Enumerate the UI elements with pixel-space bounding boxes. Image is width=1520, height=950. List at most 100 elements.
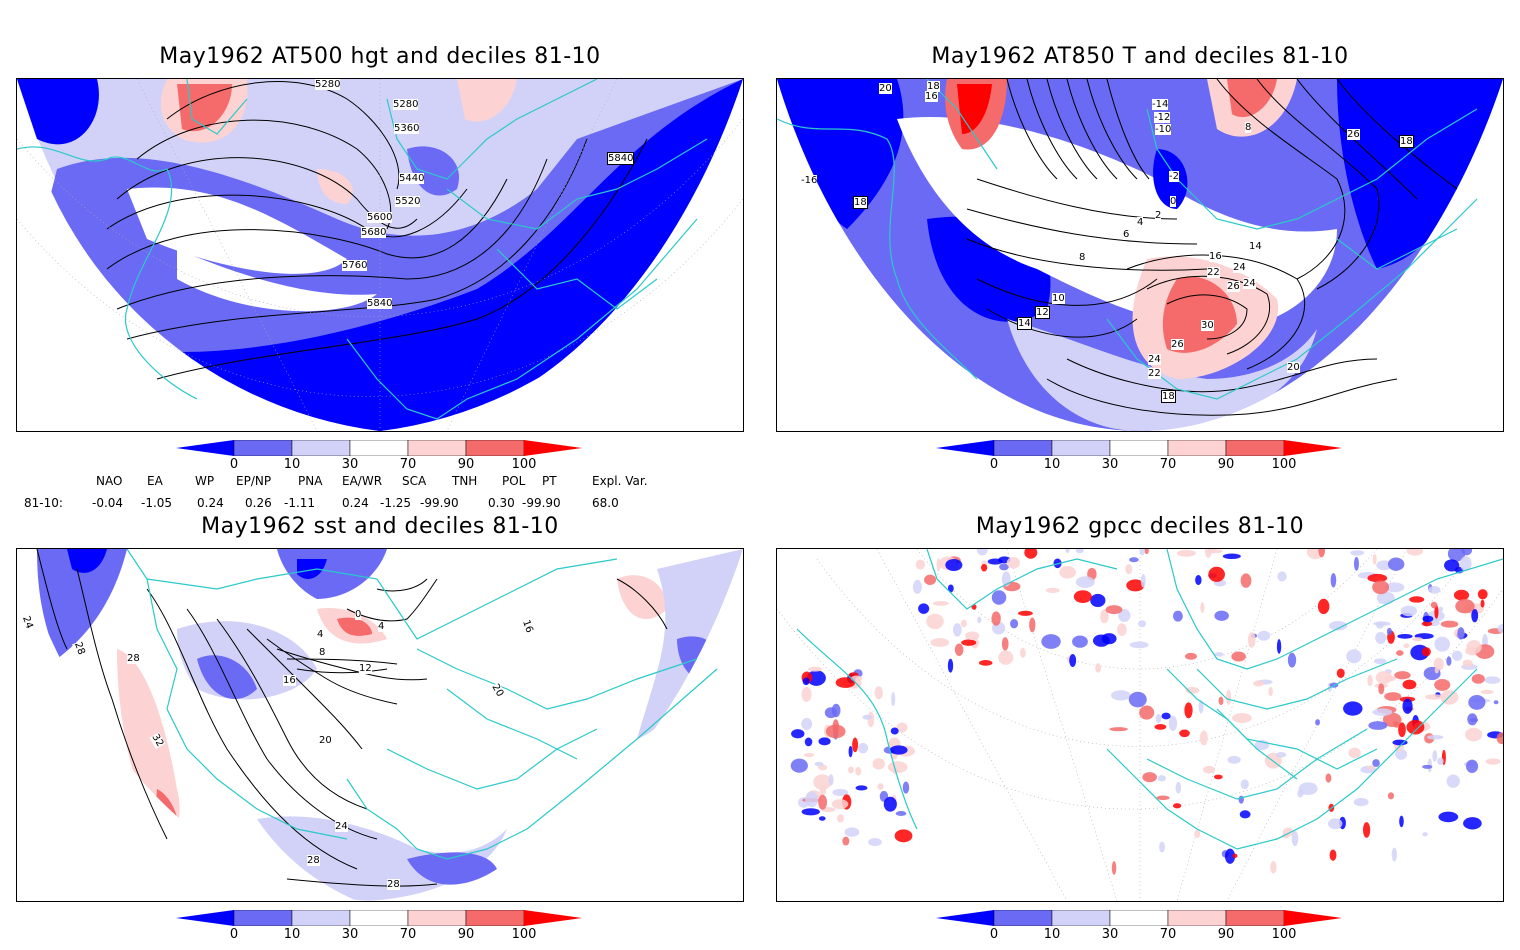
precip-decile-patch xyxy=(825,724,846,739)
precip-decile-patch xyxy=(813,774,832,790)
precip-decile-patch xyxy=(947,584,954,593)
precip-decile-patch xyxy=(1329,849,1337,861)
precip-decile-patch xyxy=(1434,679,1451,691)
precip-decile-patch xyxy=(1376,560,1393,571)
precip-decile-patch xyxy=(1277,571,1287,582)
contour-label: -2 xyxy=(1169,171,1179,182)
precip-decile-patch xyxy=(1231,713,1252,723)
precip-decile-patch xyxy=(1173,803,1182,809)
contour-label: 0 xyxy=(355,609,362,620)
precip-decile-patch xyxy=(1018,610,1033,616)
panel-title-hgt500: May1962 AT500 hgt and deciles 81-10 xyxy=(159,44,601,69)
precip-decile-patch xyxy=(1372,759,1380,768)
precip-decile-patch xyxy=(1128,691,1147,708)
precip-decile-patch xyxy=(1105,605,1123,615)
precip-decile-patch xyxy=(1466,759,1479,773)
precip-decile-patch xyxy=(1421,647,1431,657)
precip-decile-patch xyxy=(883,796,897,812)
contour-label: 5520 xyxy=(395,196,421,207)
precip-decile-patch xyxy=(1462,659,1473,668)
precip-decile-patch xyxy=(991,611,1001,626)
precip-decile-patch xyxy=(1159,841,1165,853)
contour-label: 24 xyxy=(335,821,348,832)
precip-decile-patch xyxy=(896,722,908,733)
precip-decile-patch xyxy=(1006,556,1021,569)
colorbar-swatch xyxy=(1109,439,1169,457)
precip-decile-patch xyxy=(862,714,873,720)
precip-decile-patch xyxy=(806,670,826,686)
contour-label: 5760 xyxy=(342,260,368,271)
contour-label: 30 xyxy=(1201,320,1214,331)
colorbar-swatch xyxy=(1167,909,1227,927)
precip-decile-patch xyxy=(952,623,962,637)
precip-decile-patch xyxy=(1422,764,1433,769)
precip-decile-patch xyxy=(1497,624,1503,634)
contour-label: 16 xyxy=(1209,251,1222,262)
precip-decile-patch xyxy=(1471,674,1485,684)
precip-decile-patch xyxy=(1434,605,1439,619)
colorbar-swatch xyxy=(1225,909,1285,927)
colorbar-tick-label: 10 xyxy=(1043,457,1061,472)
colorbar-tick-label: 90 xyxy=(1217,927,1235,942)
contour-label-group: 5280 5280 5360 5440 5520 5600 5680 5760 … xyxy=(17,79,743,431)
colorbar-tick-label: 0 xyxy=(229,927,239,942)
precip-decile-patch xyxy=(976,549,988,556)
precip-decile-patch xyxy=(1384,582,1405,593)
precip-decile-patch xyxy=(1375,631,1387,644)
precip-decile-patch xyxy=(1343,701,1363,716)
index-header: EP/NP xyxy=(236,474,272,488)
precip-decile-patch xyxy=(890,727,899,735)
precip-decile-patch xyxy=(1010,619,1019,629)
contour-label: 32 xyxy=(149,732,166,749)
contour-label: -12 xyxy=(1154,112,1171,123)
contour-label: 20 xyxy=(1287,362,1300,373)
precip-decile-patch xyxy=(874,686,883,700)
precip-decile-patch xyxy=(1438,811,1459,823)
precip-decile-patch xyxy=(1409,596,1425,603)
precip-decile-patch xyxy=(926,613,944,630)
index-value: -0.04 xyxy=(92,496,124,510)
precip-decile-patch xyxy=(1195,574,1202,586)
precip-decile-patch xyxy=(1125,564,1133,575)
index-header: POL xyxy=(502,474,526,488)
panel-title-gpcc: May1962 gpcc deciles 81-10 xyxy=(975,514,1305,539)
precip-decile-patch xyxy=(930,638,950,647)
index-value: 0.26 xyxy=(245,496,272,510)
precip-decile-patch xyxy=(891,692,896,707)
contour-label: 28 xyxy=(72,640,87,657)
precip-decile-patch xyxy=(1065,549,1070,554)
precip-decile-patch xyxy=(1184,702,1193,719)
precip-decile-patch xyxy=(824,707,838,719)
precip-decile-patch xyxy=(803,752,815,758)
precip-decile-patch xyxy=(1318,549,1326,558)
contour-label: 26 xyxy=(1171,339,1184,350)
contour-label: 18 xyxy=(1399,135,1414,148)
contour-label: 24 xyxy=(1243,278,1256,289)
colorbar-swatch xyxy=(465,909,525,927)
precip-decile-patch xyxy=(1179,729,1190,738)
precip-decile-patch xyxy=(1459,556,1472,572)
map-panel-sst: 24 28 28 32 0 4 4 8 12 16 20 24 28 28 20… xyxy=(16,548,744,902)
precip-decile-patch xyxy=(842,836,850,846)
contour-label: 5840 xyxy=(607,152,635,165)
precip-decile-patch xyxy=(1438,606,1444,612)
precip-decile-patch xyxy=(1447,549,1466,562)
colorbar-sst: 0 10 30 70 90 100 xyxy=(176,909,596,950)
precip-decile-patch xyxy=(1238,795,1244,804)
contour-label: 18 xyxy=(853,196,868,209)
precip-decile-patch xyxy=(831,799,849,810)
contour-label: 4 xyxy=(1137,217,1144,228)
precip-decile-patch xyxy=(1204,549,1212,558)
precip-decile-patch xyxy=(1467,713,1478,726)
colorbar-arrow-high xyxy=(524,910,582,926)
precip-decile-patch xyxy=(1394,671,1411,680)
precip-decile-patch xyxy=(1129,557,1139,563)
precip-decile-patch xyxy=(1126,579,1145,592)
precip-decile-patch xyxy=(1214,652,1224,657)
precip-decile-patch xyxy=(801,808,820,816)
colorbar-tick-label: 100 xyxy=(511,457,537,472)
precip-decile-patch xyxy=(1384,692,1402,701)
colorbar-tick-label: 0 xyxy=(229,457,239,472)
gpcc-field xyxy=(777,549,1503,901)
precip-decile-patch xyxy=(1432,750,1438,762)
